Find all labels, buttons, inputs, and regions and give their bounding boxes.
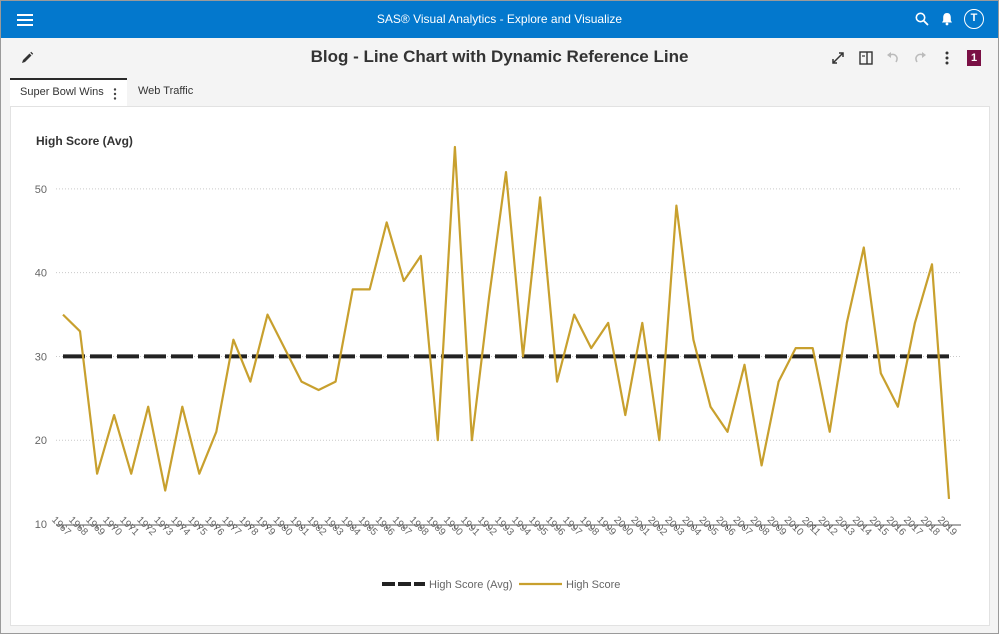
- y-tick-label: 20: [35, 435, 47, 447]
- report-toolbar: Blog - Line Chart with Dynamic Reference…: [1, 38, 998, 78]
- search-icon[interactable]: [914, 11, 930, 27]
- panel-icon[interactable]: [858, 50, 874, 66]
- tab-web-traffic[interactable]: Web Traffic: [138, 78, 193, 106]
- page-tabs: Super Bowl Wins Web Traffic: [1, 78, 998, 106]
- legend: High Score (Avg) High Score: [382, 579, 620, 591]
- y-axis: 10 20 30 40 50: [35, 184, 47, 531]
- app-title: SAS® Visual Analytics - Explore and Visu…: [376, 12, 623, 26]
- x-axis: 1967196819691970197119721973197419751976…: [49, 515, 961, 538]
- tab-label: Super Bowl Wins: [20, 86, 104, 98]
- line-chart: High Score (Avg) 10 20 30 40 50 196719681969…: [35, 134, 961, 591]
- chart-title: High Score (Avg): [36, 134, 133, 148]
- series-lines: [62, 145, 951, 499]
- redo-icon[interactable]: [912, 50, 928, 66]
- y-tick-label: 50: [35, 184, 47, 196]
- report-title: Blog - Line Chart with Dynamic Reference…: [310, 47, 689, 66]
- legend-label: High Score: [566, 579, 620, 591]
- bell-icon[interactable]: [939, 11, 955, 27]
- menu-icon[interactable]: [15, 11, 35, 29]
- gridlines: [56, 188, 961, 441]
- tab-super-bowl-wins[interactable]: Super Bowl Wins: [10, 78, 127, 106]
- tab-label: Web Traffic: [138, 85, 194, 97]
- more-icon[interactable]: [939, 50, 955, 66]
- report-canvas: High Score (Avg) 10 20 30 40 50 1967 1968 1969…: [10, 106, 990, 626]
- edit-icon[interactable]: [20, 51, 34, 65]
- legend-label: High Score (Avg): [429, 579, 513, 591]
- series-line: [62, 145, 951, 499]
- y-tick-label: 10: [35, 519, 47, 531]
- page-badge[interactable]: 1: [967, 50, 981, 66]
- y-tick-label: 40: [35, 268, 47, 280]
- undo-icon[interactable]: [885, 50, 901, 66]
- expand-icon[interactable]: [830, 50, 846, 66]
- y-tick-label: 30: [35, 351, 47, 363]
- app-header: SAS® Visual Analytics - Explore and Visu…: [1, 1, 998, 38]
- avatar[interactable]: T: [964, 9, 984, 29]
- tab-kebab-icon[interactable]: [113, 88, 117, 100]
